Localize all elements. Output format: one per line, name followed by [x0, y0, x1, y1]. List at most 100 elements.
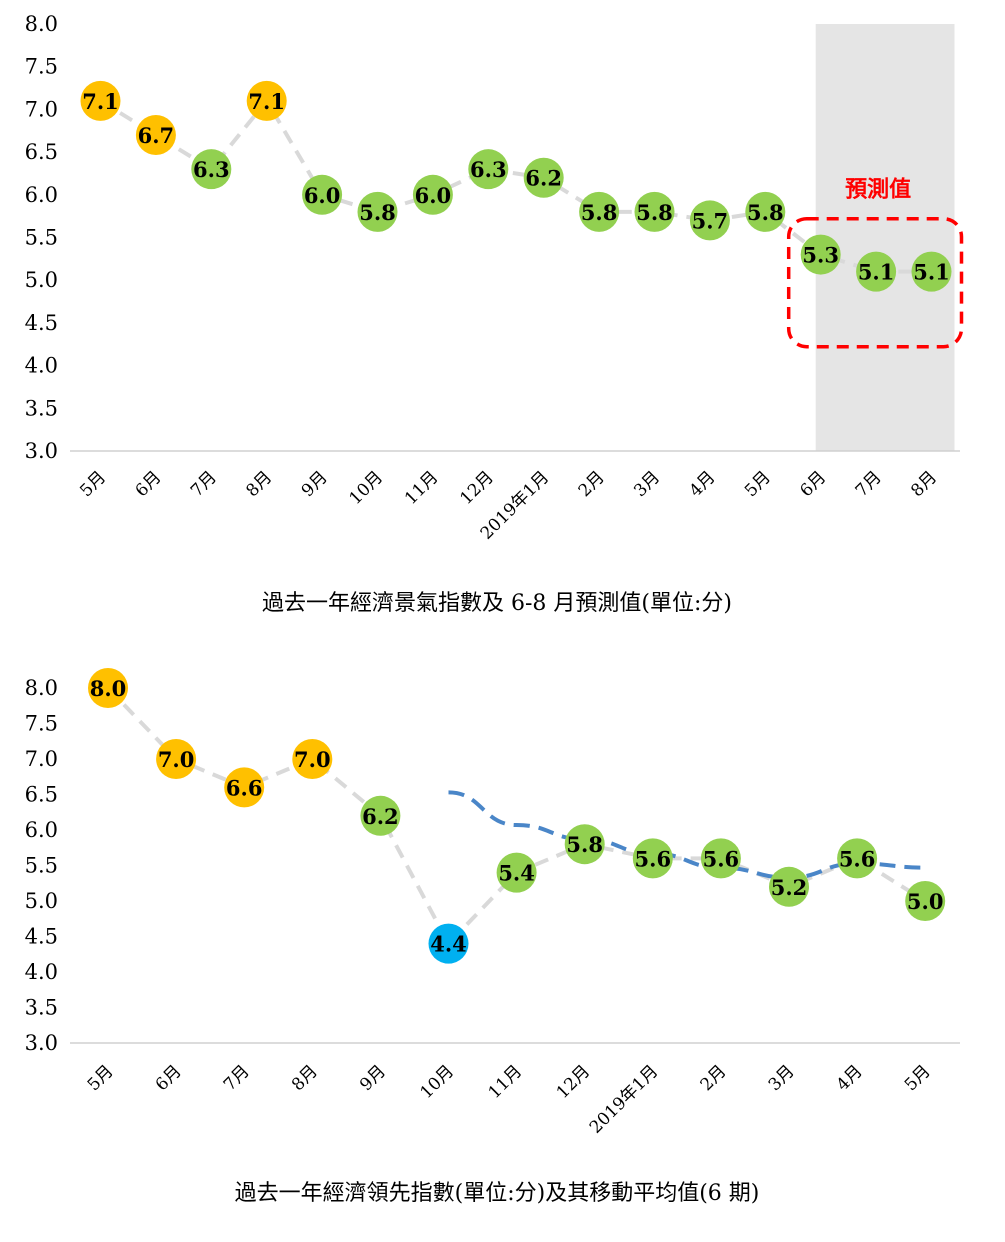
x-tick-label: 6月: [132, 467, 166, 501]
data-point: [191, 149, 232, 190]
data-point: [745, 191, 786, 232]
data-point: [564, 824, 605, 865]
data-label: 5.1: [858, 260, 895, 285]
y-tick-label: 4.5: [25, 925, 58, 949]
data-point: [496, 852, 537, 893]
data-label: 6.3: [193, 157, 230, 182]
y-tick-label: 5.5: [25, 854, 58, 878]
data-point: [357, 191, 398, 232]
data-point: [800, 234, 841, 275]
data-label: 8.0: [90, 676, 127, 701]
data-point: [88, 668, 128, 708]
data-label: 5.6: [703, 846, 740, 871]
x-tick-label: 2月: [697, 1061, 731, 1095]
x-tick-label: 5月: [901, 1061, 935, 1095]
data-point: [468, 149, 509, 190]
data-point: [769, 866, 809, 907]
data-label: 5.2: [771, 875, 808, 900]
forecast-label: 預測值: [845, 177, 911, 203]
x-tick-label: 7月: [220, 1061, 254, 1095]
data-label: 5.0: [907, 889, 944, 914]
chart-title: 過去一年經濟景氣指數及 6-8 月預測值(單位:分): [262, 591, 732, 616]
x-tick-label: 6月: [796, 467, 830, 501]
y-tick-label: 3.0: [25, 439, 58, 463]
data-label: 5.8: [747, 200, 784, 225]
x-tick-label: 11月: [401, 467, 442, 508]
y-tick-label: 7.5: [25, 712, 58, 736]
data-point: [579, 191, 620, 232]
x-tick-label: 10月: [346, 467, 387, 508]
data-point: [302, 174, 343, 215]
x-tick-label: 7月: [852, 467, 886, 501]
data-label: 5.8: [581, 200, 618, 225]
data-point: [292, 739, 333, 779]
x-tick-label: 2019年1月: [586, 1061, 662, 1137]
data-label: 5.8: [636, 200, 673, 225]
y-tick-label: 6.0: [25, 818, 58, 842]
data-label: 7.1: [248, 89, 285, 114]
chart-2: 3.0 3.5 4.0 4.5 5.0 5.5 6.0 6.5 7.0 7.5 8.0 5月 6月 7月 8…: [25, 668, 960, 1206]
forecast-box: [786, 216, 964, 349]
data-label: 6.3: [470, 157, 507, 182]
y-tick-label: 7.0: [25, 747, 58, 771]
y-tick-label: 7.5: [25, 55, 58, 79]
y-tick-label: 3.5: [25, 996, 58, 1020]
series-line: [106, 686, 927, 947]
y-tick-label: 4.0: [25, 354, 58, 378]
x-tick-label: 5月: [741, 467, 775, 501]
chart-title: 過去一年經濟領先指數(單位:分)及其移動平均值(6 期): [235, 1181, 760, 1206]
data-label: 6.6: [226, 775, 263, 800]
data-point: [412, 174, 453, 215]
data-point: [856, 251, 897, 292]
data-label: 5.8: [359, 200, 396, 225]
data-label: 6.0: [415, 183, 452, 208]
data-point: [80, 80, 121, 121]
data-label: 5.3: [802, 243, 839, 268]
data-label: 5.4: [498, 861, 535, 886]
x-tick-label: 7月: [187, 467, 221, 501]
data-label: 7.0: [158, 747, 195, 772]
y-tick-label: 7.0: [25, 97, 58, 121]
data-label: 7.0: [294, 747, 331, 772]
data-point: [837, 838, 878, 879]
x-tick-label: 12月: [456, 467, 497, 508]
x-tick-label: 3月: [765, 1061, 799, 1095]
y-tick-label: 3.0: [25, 1031, 58, 1055]
data-point: [700, 838, 741, 879]
data-label: 5.7: [692, 208, 729, 233]
x-tick-label: 9月: [356, 1061, 390, 1095]
x-tick-label: 5月: [76, 467, 110, 501]
data-point: [634, 191, 675, 232]
forecast-band: [815, 24, 955, 451]
x-tick-label: 2月: [575, 467, 609, 501]
x-tick-label: 6月: [152, 1061, 186, 1095]
y-tick-label: 8.0: [25, 12, 58, 36]
x-tick-label: 3月: [630, 467, 664, 501]
x-tick-label: 8月: [907, 467, 941, 501]
y-tick-label: 6.0: [25, 183, 58, 207]
data-point: [156, 739, 197, 779]
y-tick-label: 4.5: [25, 311, 58, 335]
data-label: 5.6: [839, 846, 876, 871]
data-point: [632, 838, 673, 879]
data-point: [905, 881, 946, 921]
y-tick-label: 5.5: [25, 226, 58, 250]
y-tick-label: 6.5: [25, 140, 58, 164]
data-point: [224, 767, 265, 808]
data-point: [523, 157, 564, 198]
data-label: 7.1: [82, 89, 119, 114]
x-tick-label: 8月: [242, 467, 276, 501]
y-tick-label: 5.0: [25, 268, 58, 292]
y-tick-label: 4.0: [25, 960, 58, 984]
x-tick-label: 9月: [298, 467, 332, 501]
x-tick-label: 8月: [288, 1061, 322, 1095]
data-label: 6.2: [362, 804, 399, 829]
data-label: 5.8: [566, 832, 603, 857]
x-tick-label: 5月: [84, 1061, 118, 1095]
x-tick-label: 4月: [833, 1061, 867, 1095]
data-point: [911, 251, 952, 292]
y-tick-label: 6.5: [25, 783, 58, 807]
data-label: 5.1: [913, 260, 950, 285]
data-point: [135, 115, 176, 156]
series-line: [99, 97, 932, 274]
